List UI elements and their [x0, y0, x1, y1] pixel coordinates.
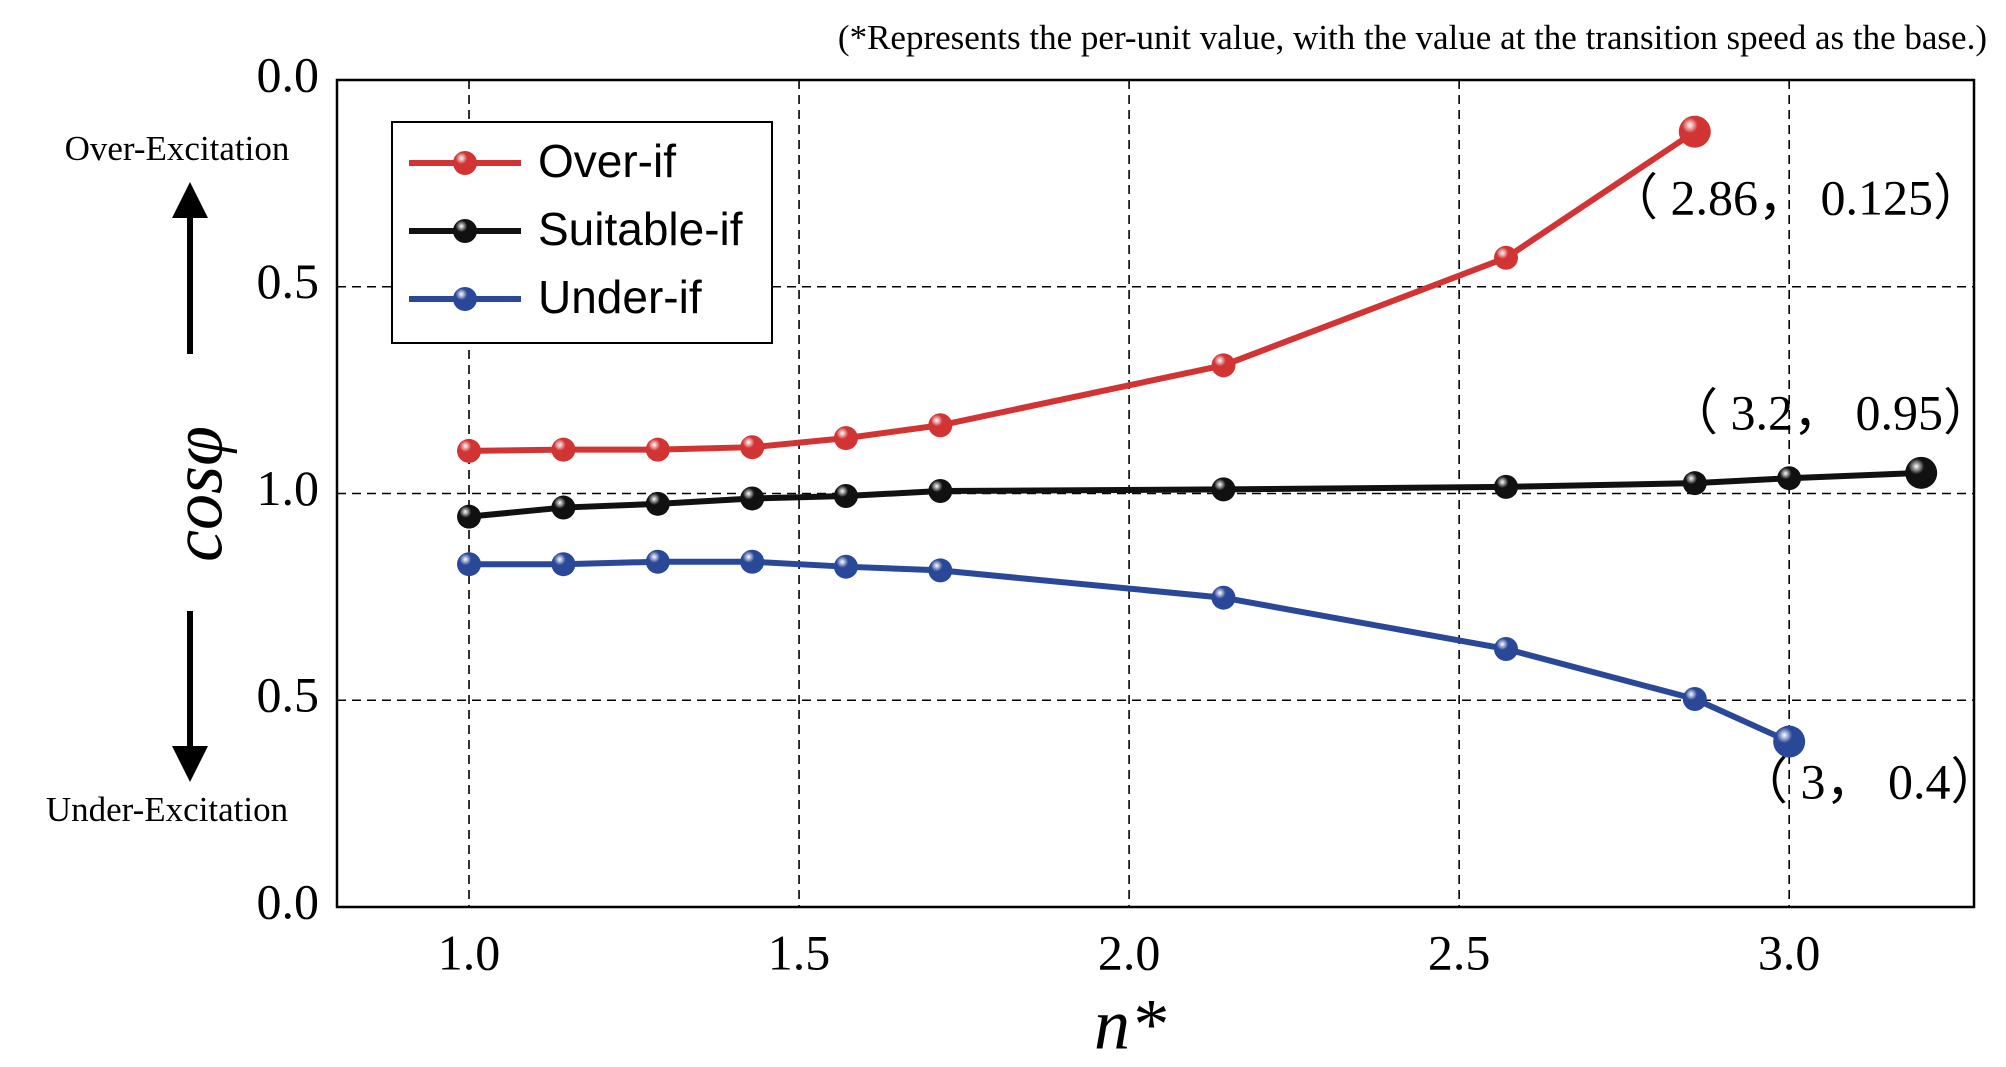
point: [928, 479, 953, 504]
point: [740, 549, 765, 574]
point: [1678, 115, 1711, 148]
point: [1905, 456, 1938, 489]
upper-label: Over-Excitation: [65, 129, 290, 168]
point: [1211, 585, 1236, 610]
legend-label: Under-if: [538, 271, 702, 323]
legend-marker: [453, 151, 477, 175]
series-line: [469, 558, 1791, 745]
legend-label: Over-if: [538, 135, 676, 187]
point: [551, 437, 576, 462]
y-tick-label: 0.0: [257, 873, 320, 929]
point: [1682, 471, 1707, 496]
y-tick-label: 0.0: [257, 46, 320, 102]
point: [740, 435, 765, 460]
point: [1494, 636, 1519, 661]
x-tick-label: 1.0: [438, 924, 501, 980]
point: [1773, 725, 1806, 758]
point: [1494, 474, 1519, 499]
point: [740, 486, 765, 511]
plot-frame: [335, 78, 1976, 909]
point: [833, 426, 858, 451]
y-tick-label: 0.5: [257, 253, 320, 309]
lower-label: Under-Excitation: [46, 790, 288, 829]
annotation: （ 3.2， 0.95）: [1668, 384, 1993, 440]
point: [457, 552, 482, 577]
point: [457, 504, 482, 529]
point: [928, 558, 953, 583]
x-tick-label: 3.0: [1758, 924, 1821, 980]
x-tick-label: 2.5: [1428, 924, 1491, 980]
point: [1682, 687, 1707, 712]
y-axis-label: cosφ: [158, 426, 238, 562]
annotation: （ 3， 0.4）: [1738, 753, 2001, 809]
point: [645, 491, 670, 516]
legend-label: Suitable-if: [538, 203, 743, 255]
legend-marker: [453, 287, 477, 311]
point: [1211, 353, 1236, 378]
point: [833, 483, 858, 508]
note: (*Represents the per-unit value, with th…: [838, 18, 1987, 57]
legend-marker: [453, 219, 477, 243]
point: [645, 437, 670, 462]
point: [551, 552, 576, 577]
x-axis-label: n*: [1094, 985, 1166, 1065]
y-tick-label: 1.0: [257, 460, 320, 516]
point: [1494, 245, 1519, 270]
point: [928, 413, 953, 438]
annotation: （ 2.86， 0.125）: [1608, 169, 1983, 225]
point: [551, 495, 576, 520]
point: [645, 549, 670, 574]
y-tick-label: 0.5: [257, 667, 320, 723]
point: [457, 438, 482, 463]
x-tick-label: 1.5: [768, 924, 831, 980]
point: [1777, 466, 1802, 491]
point: [1211, 477, 1236, 502]
point: [833, 554, 858, 579]
x-tick-label: 2.0: [1098, 924, 1161, 980]
